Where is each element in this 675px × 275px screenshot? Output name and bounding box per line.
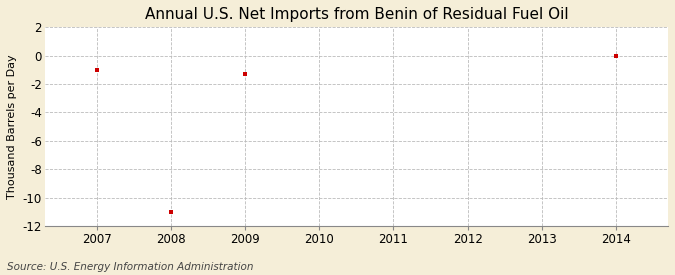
Y-axis label: Thousand Barrels per Day: Thousand Barrels per Day — [7, 54, 17, 199]
Title: Annual U.S. Net Imports from Benin of Residual Fuel Oil: Annual U.S. Net Imports from Benin of Re… — [144, 7, 568, 22]
Text: Source: U.S. Energy Information Administration: Source: U.S. Energy Information Administ… — [7, 262, 253, 272]
